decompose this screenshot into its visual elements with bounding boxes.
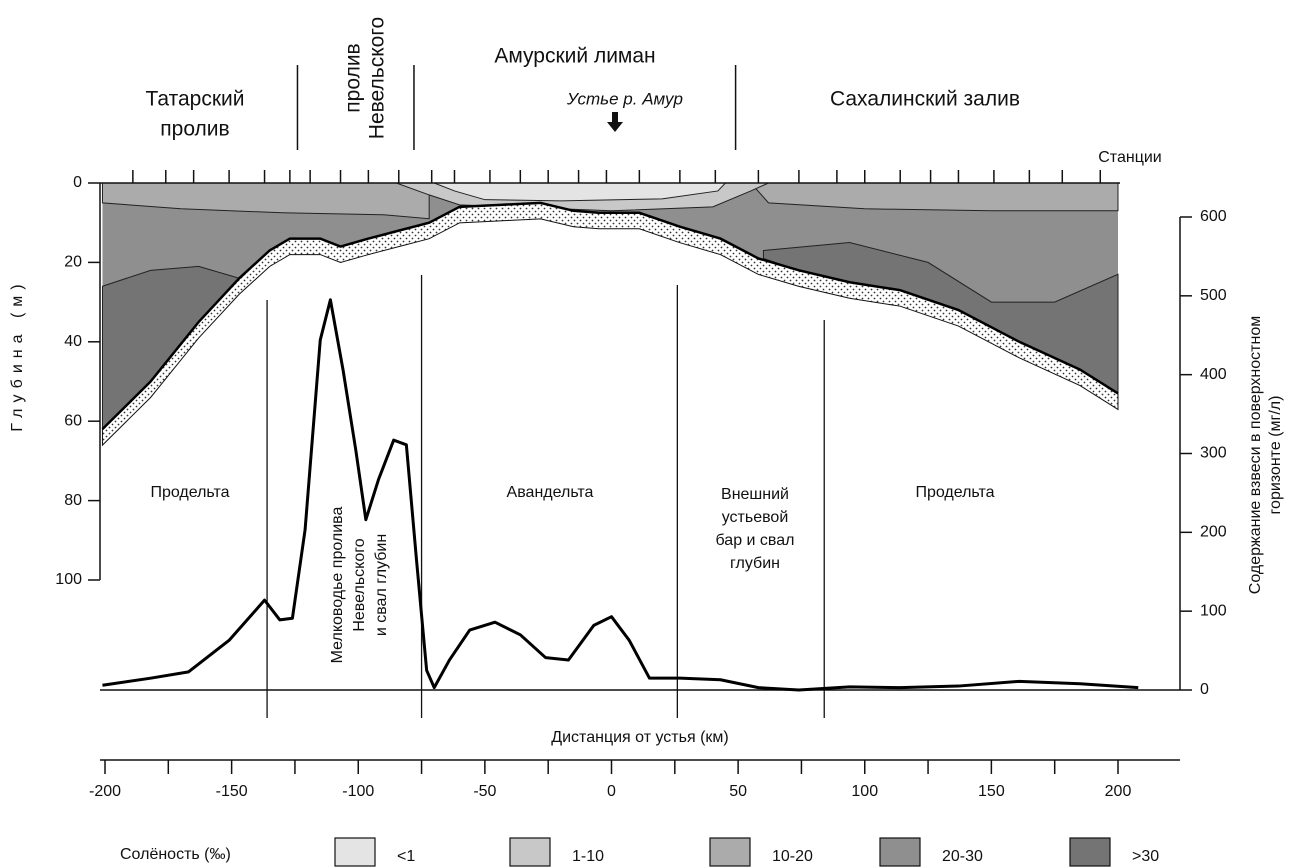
zone-label: бар и свал <box>716 532 795 549</box>
zone-label: и свал глубин <box>373 534 390 636</box>
legend-label: <1 <box>397 848 415 865</box>
y2-tick-label: 100 <box>1200 602 1227 619</box>
region-label: Татарский <box>146 88 245 111</box>
y2-tick-label: 200 <box>1200 524 1227 541</box>
zone-label: глубин <box>730 555 780 572</box>
y-tick-label: 40 <box>64 333 82 350</box>
x-tick-label: 200 <box>1105 783 1132 800</box>
mouth-label: Устье р. Амур <box>566 89 683 108</box>
legend-swatch <box>880 838 920 866</box>
region-label: пролив <box>342 43 365 112</box>
chart: Татарский пролив пролив Невельского Амур… <box>0 0 1290 868</box>
region-label: Сахалинский залив <box>830 88 1020 111</box>
y2-axis-label: Содержание взвеси в поверхностном <box>1247 316 1264 594</box>
x-tick-label: -150 <box>216 783 248 800</box>
x-tick-label: -100 <box>342 783 374 800</box>
y-tick-label: 80 <box>64 492 82 509</box>
page: {"chart_data": { "type": "section", "reg… <box>0 0 1290 868</box>
x-tick-label: 0 <box>607 783 616 800</box>
legend-swatch <box>335 838 375 866</box>
legend-swatch <box>510 838 550 866</box>
y-tick-label: 0 <box>73 174 82 191</box>
region-label: пролив <box>160 118 229 141</box>
zone-label: устьевой <box>722 509 789 526</box>
x-tick-label: -200 <box>89 783 121 800</box>
y2-tick-label: 600 <box>1200 208 1227 225</box>
y2-tick-label: 500 <box>1200 287 1227 304</box>
zone-label: Внешний <box>721 486 789 503</box>
mouth-arrow <box>607 112 623 132</box>
legend-label: >30 <box>1132 848 1159 865</box>
y2-axis-label: горизонте (мг/л) <box>1267 396 1284 515</box>
zone-label: Мелководье пролива <box>329 507 346 664</box>
legend-label: 10-20 <box>772 848 813 865</box>
legend-swatch <box>1070 838 1110 866</box>
y2-tick-label: 300 <box>1200 445 1227 462</box>
x-axis-label: Дистанция от устья (км) <box>551 729 728 746</box>
region-label: Невельского <box>366 17 389 139</box>
y2-tick-label: 0 <box>1200 681 1209 698</box>
zone-label: Продельта <box>915 484 994 501</box>
legend-swatch <box>710 838 750 866</box>
x-tick-label: 50 <box>729 783 747 800</box>
y-tick-label: 20 <box>64 254 82 271</box>
x-tick-label: -50 <box>473 783 496 800</box>
legend-title: Солёность (‰) <box>120 846 231 863</box>
y2-tick-label: 400 <box>1200 366 1227 383</box>
region-label: Амурский лиман <box>494 45 655 68</box>
zone-label: Авандельта <box>507 484 594 501</box>
x-tick-label: 100 <box>851 783 878 800</box>
legend-label: 20-30 <box>942 848 983 865</box>
stations-label: Станции <box>1098 149 1161 166</box>
y-tick-label: 100 <box>55 571 82 588</box>
zone-label: Невельского <box>351 538 368 631</box>
salinity-layer <box>102 266 239 429</box>
y-axis-label: Глубина (м) <box>9 278 26 431</box>
zone-label: Продельта <box>150 484 229 501</box>
x-tick-label: 150 <box>978 783 1005 800</box>
legend-label: 1-10 <box>572 848 604 865</box>
y-tick-label: 60 <box>64 412 82 429</box>
